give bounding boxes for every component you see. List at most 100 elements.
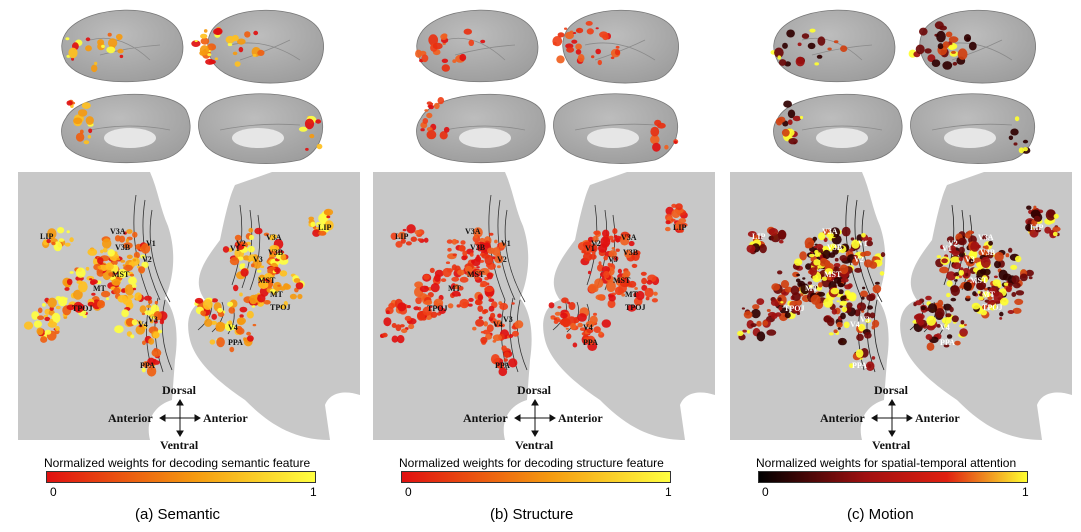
activation-map	[737, 21, 1061, 372]
colorbar-min-label: 0	[50, 485, 57, 499]
roi-label: V3B	[470, 243, 486, 252]
roi-label: V3	[503, 315, 513, 324]
roi-label: TPOJ	[982, 303, 1002, 312]
colorbar-title: Normalized weights for decoding semantic…	[44, 456, 311, 470]
roi-label: LIP	[395, 232, 408, 241]
roi-label: V3	[253, 255, 263, 264]
roi-label: V2	[948, 239, 958, 248]
roi-label: TPOJ	[72, 304, 92, 313]
anterior-left-label: Anterior	[463, 411, 508, 425]
roi-label: V4	[138, 320, 148, 329]
roi-label: MST	[613, 276, 631, 285]
roi-label: V1	[230, 244, 240, 253]
roi-label: V3	[860, 315, 870, 324]
roi-label: V2	[854, 255, 864, 264]
roi-label: V4	[493, 320, 503, 329]
panel-caption: (c) Motion	[847, 506, 914, 523]
colorbar	[46, 471, 316, 483]
roi-label: V2	[236, 239, 246, 248]
panel-structure: LIP V3A V3B V1 V2 MST MT TPOJ V4 V3 PPA LIP V2 V3A V1 V…	[355, 0, 715, 532]
colorbar-title: Normalized weights for spatial-temporal …	[756, 456, 1017, 470]
roi-label: V1	[501, 239, 511, 248]
roi-label: V4	[583, 323, 593, 332]
roi-label: V3B	[980, 248, 996, 257]
activation-map	[23, 27, 334, 377]
colorbar	[401, 471, 671, 483]
roi-label: MST	[970, 276, 988, 285]
roi-label: V3B	[268, 248, 284, 257]
right-lateral-hemisphere	[207, 9, 324, 84]
roi-label: PPA	[852, 361, 867, 370]
anterior-left-label: Anterior	[820, 411, 865, 425]
roi-label: TPOJ	[270, 303, 290, 312]
roi-label: PPA	[495, 361, 510, 370]
dorsal-label: Dorsal	[874, 383, 908, 397]
roi-label: V2	[591, 239, 601, 248]
colorbar-max-label: 1	[310, 485, 317, 499]
roi-label: V4	[940, 323, 950, 332]
roi-label: V3A	[110, 227, 126, 236]
roi-label: V4	[850, 320, 860, 329]
orientation-compass	[159, 399, 201, 437]
orientation-compass	[871, 399, 913, 437]
roi-label: LIP	[1030, 223, 1043, 232]
ventral-label: Ventral	[872, 438, 911, 452]
roi-label: MT	[270, 290, 284, 299]
roi-label: LIP	[40, 232, 53, 241]
ventral-label: Ventral	[160, 438, 199, 452]
right-lateral-hemisphere	[562, 9, 679, 84]
roi-label: V3	[608, 255, 618, 264]
panel-motion: LIP V3A V3B V1 V2 MST MT TPOJ V4 V3 PPA LIP V2 V3A V1 V…	[712, 0, 1072, 532]
anterior-right-label: Anterior	[915, 411, 960, 425]
colorbar-max-label: 1	[1022, 485, 1029, 499]
roi-label: MST	[258, 276, 276, 285]
roi-label: V3A	[465, 227, 481, 236]
roi-label: V3	[148, 315, 158, 324]
roi-label: V4	[228, 323, 238, 332]
roi-label: V1	[146, 239, 156, 248]
roi-label: V1	[942, 244, 952, 253]
roi-label: MT	[982, 290, 996, 299]
panel-caption: (a) Semantic	[135, 506, 221, 523]
roi-label: V3A	[266, 233, 282, 242]
dorsal-label: Dorsal	[162, 383, 196, 397]
colorbar-min-label: 0	[762, 485, 769, 499]
anterior-right-label: Anterior	[203, 411, 248, 425]
roi-label: MT	[805, 284, 819, 293]
roi-label: LIP	[752, 232, 765, 241]
roi-label: V3B	[623, 248, 639, 257]
roi-label: V3A	[822, 227, 838, 236]
roi-label: PPA	[583, 338, 598, 347]
roi-label: V1	[585, 244, 595, 253]
roi-label: V3B	[115, 243, 131, 252]
roi-label: LIP	[673, 223, 686, 232]
roi-label: MT	[625, 290, 639, 299]
colorbar-min-label: 0	[405, 485, 412, 499]
roi-label: TPOJ	[427, 304, 447, 313]
roi-label: PPA	[140, 361, 155, 370]
roi-label: TPOJ	[625, 303, 645, 312]
right-flatmap	[188, 172, 360, 440]
colorbar-max-label: 1	[665, 485, 672, 499]
panel-caption: (b) Structure	[490, 506, 574, 523]
roi-label: V3B	[827, 243, 843, 252]
roi-label: V3A	[978, 233, 994, 242]
left-lateral-hemisphere	[61, 9, 184, 83]
roi-label: MT	[448, 284, 462, 293]
roi-label: V3	[965, 255, 975, 264]
right-lateral-hemisphere	[919, 9, 1036, 84]
colorbar-title: Normalized weights for decoding structur…	[399, 456, 664, 470]
roi-label: MT	[93, 284, 107, 293]
ventral-label: Ventral	[515, 438, 554, 452]
roi-label: V2	[497, 255, 507, 264]
roi-label: PPA	[228, 338, 243, 347]
orientation-compass	[514, 399, 556, 437]
anterior-right-label: Anterior	[558, 411, 603, 425]
colorbar	[758, 471, 1028, 483]
roi-label: PPA	[940, 338, 955, 347]
roi-label: MST	[824, 270, 842, 279]
roi-label: V1	[858, 239, 868, 248]
roi-label: TPOJ	[784, 304, 804, 313]
